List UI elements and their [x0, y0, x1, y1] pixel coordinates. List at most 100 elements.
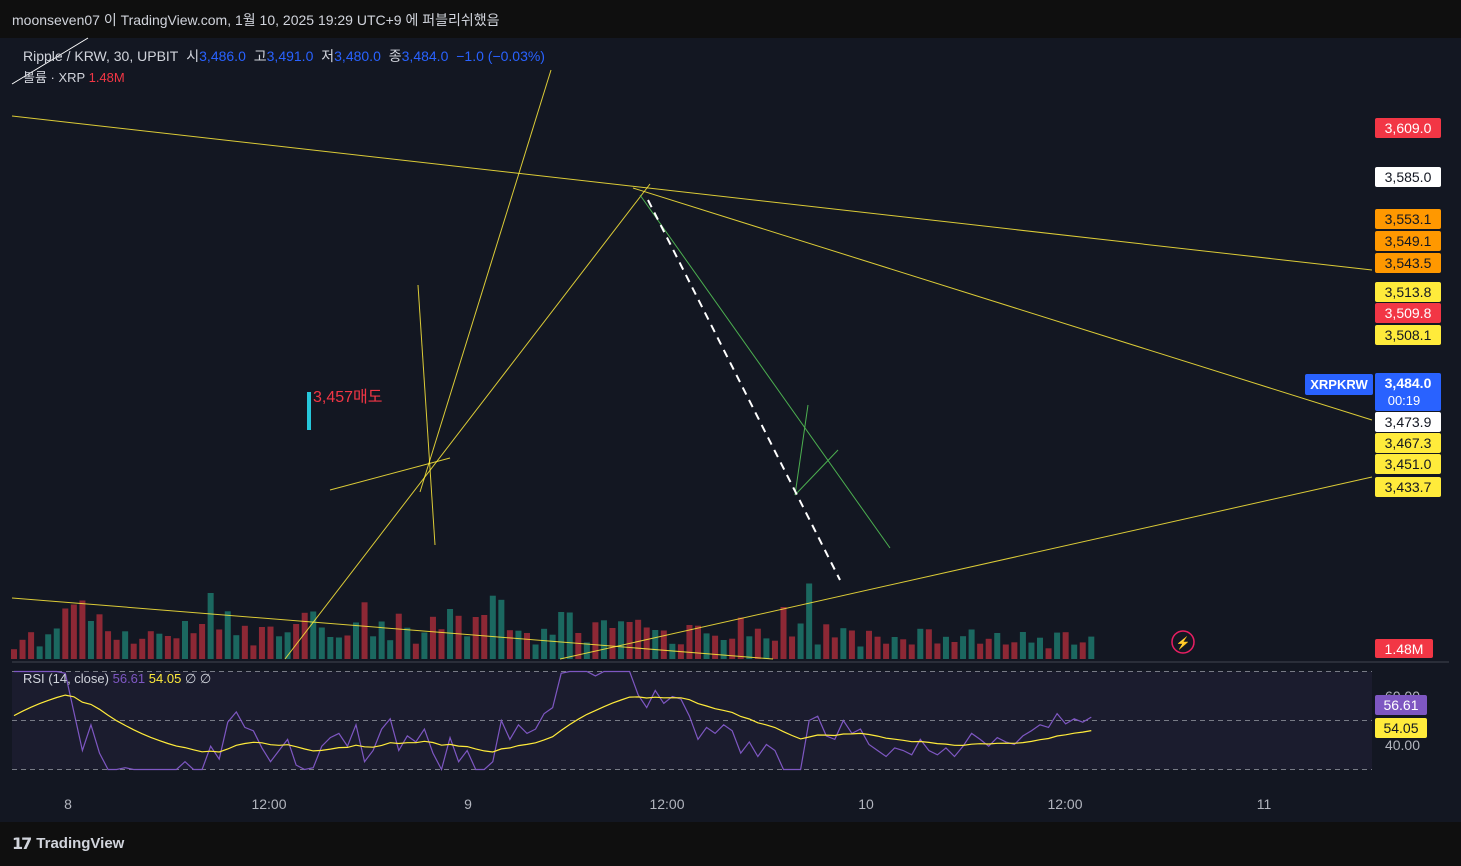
time-tick-label: 10	[858, 796, 874, 812]
volume-bar	[1054, 632, 1061, 659]
volume-bar	[789, 636, 796, 659]
volume-bar	[609, 628, 616, 659]
current-price-tag	[1375, 373, 1441, 411]
volume-bar	[130, 643, 137, 659]
volume-bar	[498, 599, 505, 659]
volume-bar	[695, 625, 701, 659]
volume-bar	[327, 637, 334, 659]
volume-bar	[464, 636, 471, 659]
fib-levels: 1 (3,579.2)0.786 (3,537.9)0.618 (3,505.6…	[307, 388, 382, 430]
volume-bar	[600, 620, 607, 659]
volume-bar	[344, 635, 351, 659]
time-tick-label: 8	[64, 796, 72, 812]
rsi-tag-label: 56.61	[1383, 697, 1418, 713]
volume-bar	[276, 636, 283, 659]
change-value: −1.0 (−0.03%)	[456, 48, 545, 64]
volume-bar	[874, 636, 881, 659]
volume-bar	[378, 621, 385, 659]
volume-bar	[438, 629, 445, 659]
volume-bar	[395, 613, 402, 659]
rsi-empty-1: ∅	[184, 671, 197, 686]
volume-bar	[224, 611, 231, 659]
volume-bar	[1037, 637, 1043, 659]
price-tag-label: 3,549.1	[1385, 233, 1432, 249]
volume-bar	[105, 631, 112, 659]
projection-line	[647, 199, 841, 581]
trend-line	[632, 187, 1373, 421]
volume-bar	[241, 625, 248, 659]
volume-bar	[891, 637, 898, 659]
volume-bar	[814, 644, 821, 659]
volume-bar	[147, 631, 154, 659]
rsi-legend-value: 56.61	[112, 671, 146, 686]
low-value: 3,480.0	[334, 48, 381, 64]
volume-bar	[942, 636, 949, 659]
volume-bar	[951, 642, 958, 659]
volume-bar	[541, 628, 548, 659]
alert-icon	[1171, 630, 1195, 654]
volume-tag	[1375, 639, 1433, 658]
drawing-line	[11, 37, 89, 85]
volume-bar	[1045, 648, 1052, 659]
price-tag	[1375, 433, 1441, 453]
volume-bar	[207, 593, 214, 659]
volume-bar	[1011, 642, 1018, 659]
volume-bar	[720, 640, 727, 659]
volume-bar	[335, 637, 342, 659]
rsi-line	[14, 670, 1092, 772]
price-tag	[1375, 325, 1441, 345]
volume-bar	[806, 583, 813, 659]
volume-bar	[156, 633, 163, 659]
tradingview-logo[interactable]: 17 TradingView	[12, 834, 124, 853]
volume-bar	[258, 627, 265, 659]
chart-frame[interactable]	[12, 38, 1449, 822]
rsi-label: RSI (14, close)	[23, 671, 109, 686]
price-tag-label: 3,451.0	[1385, 456, 1432, 472]
volume-bar	[139, 638, 146, 659]
volume-bar	[968, 629, 975, 659]
volume-bar	[977, 643, 984, 659]
volume-bar	[412, 643, 419, 659]
volume-bar	[635, 619, 642, 659]
volume-bar	[310, 611, 317, 659]
volume-bar	[404, 627, 411, 659]
volume-bar	[250, 645, 257, 659]
volume-bar	[960, 636, 967, 659]
volume-bar	[626, 622, 633, 659]
trend-lines	[11, 69, 1373, 660]
volume-bar	[703, 633, 710, 659]
rsi-empty-2: ∅	[199, 671, 212, 686]
volume-bar	[19, 639, 26, 659]
volume-bar	[524, 633, 530, 659]
volume-bar	[840, 628, 847, 659]
volume-bar	[566, 612, 573, 659]
price-tag	[1375, 167, 1441, 187]
price-tag-label: 3,585.0	[1385, 169, 1432, 185]
volume-bar	[87, 621, 94, 659]
symbol-title: Ripple / KRW, 30, UPBIT	[23, 48, 179, 64]
alert-icon-glyph: ⚡	[1176, 636, 1191, 650]
volume-bar	[985, 638, 992, 659]
volume-bar	[1002, 644, 1009, 659]
price-tag-label: 3,553.1	[1385, 211, 1432, 227]
volume-bar	[583, 642, 590, 659]
volume-bar	[447, 609, 454, 659]
volume-bar	[53, 628, 60, 659]
trend-line	[284, 183, 651, 660]
volume-bar	[737, 617, 744, 659]
price-tag	[1375, 412, 1441, 432]
volume-bar	[489, 595, 496, 659]
volume-bar	[173, 638, 180, 659]
volume-bar	[481, 615, 488, 659]
volume-bar	[353, 622, 359, 659]
volume-bar	[618, 621, 625, 659]
volume-bar	[994, 633, 1001, 659]
trend-line	[419, 69, 552, 493]
symbol-tag	[1305, 374, 1373, 395]
volume-bar	[216, 629, 223, 659]
volume-bar	[429, 616, 436, 659]
volume-bar	[233, 635, 240, 659]
volume-bar	[780, 607, 787, 659]
